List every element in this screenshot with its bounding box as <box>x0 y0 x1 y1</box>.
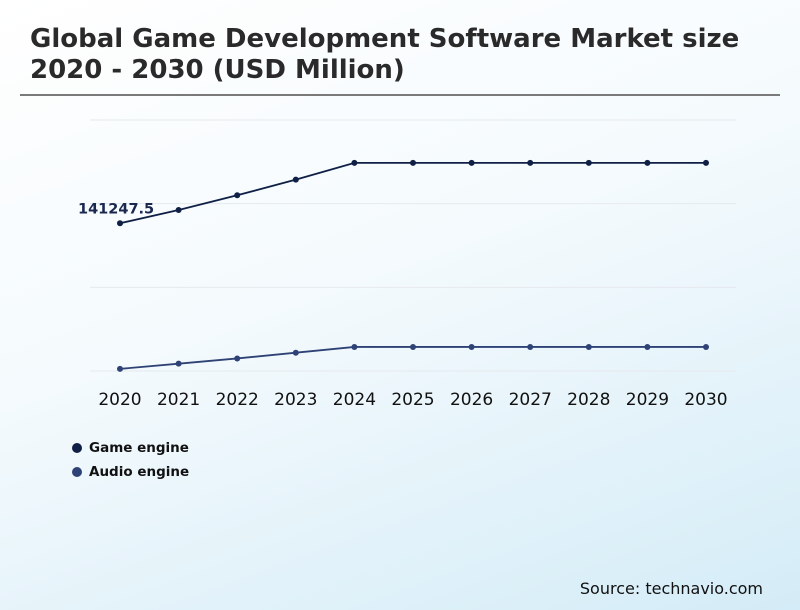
data-point-audio-engine-2027 <box>527 343 534 350</box>
x-tick-label: 2021 <box>157 390 200 410</box>
data-point-game-engine-2023 <box>292 176 299 183</box>
x-tick-label: 2020 <box>98 390 141 410</box>
data-point-audio-engine-2021 <box>175 360 182 367</box>
data-point-game-engine-2027 <box>527 159 534 166</box>
data-point-audio-engine-2025 <box>410 343 416 350</box>
data-point-game-engine-2024 <box>351 159 358 166</box>
data-point-game-engine-2025 <box>410 159 416 166</box>
data-point-game-engine-2028 <box>585 159 592 166</box>
legend-marker <box>72 467 82 477</box>
series-line-game-engine <box>119 161 706 225</box>
x-tick-label: 2026 <box>450 390 493 410</box>
line-chart: 2020 2021 2022 2023 2024 2025 2026 2027 2028 2029… <box>78 119 736 410</box>
series-layer <box>117 159 709 372</box>
title-divider <box>20 94 780 96</box>
x-tick-label: 2024 <box>333 390 376 410</box>
data-point-audio-engine-2028 <box>585 343 592 350</box>
x-tick-label: 2027 <box>509 390 552 410</box>
data-point-audio-engine-2024 <box>351 343 358 350</box>
data-point-audio-engine-2030 <box>703 343 709 350</box>
data-point-audio-engine-2023 <box>292 349 299 356</box>
legend-label: Game engine <box>89 440 189 456</box>
data-point-audio-engine-2022 <box>234 355 241 362</box>
data-point-game-engine-2026 <box>468 159 475 166</box>
data-point-game-engine-2022 <box>234 192 241 199</box>
legend-item-audio-engine: Audio engine <box>72 460 189 484</box>
legend-label: Audio engine <box>89 464 190 480</box>
data-point-game-engine-2029 <box>644 159 651 166</box>
x-tick-label: 2025 <box>391 390 434 410</box>
data-point-audio-engine-2029 <box>644 343 651 350</box>
series-game-engine <box>117 159 709 227</box>
gridlines <box>90 119 736 372</box>
data-label: 141247.5 <box>78 201 154 217</box>
x-tick-label: 2029 <box>626 390 669 410</box>
x-axis-ticks: 2020 2021 2022 2023 2024 2025 2026 2027 2028 2029… <box>98 390 727 410</box>
chart-title: Global Game Development Software Market … <box>30 24 740 85</box>
legend-marker <box>72 443 82 453</box>
source-credit: Source: technavio.com <box>579 579 763 598</box>
data-point-game-engine-2030 <box>703 159 709 166</box>
data-point-audio-engine-2026 <box>468 343 475 350</box>
data-point-game-engine-2021 <box>175 206 182 213</box>
annotations: 141247.5 <box>78 201 154 217</box>
x-tick-label: 2023 <box>274 390 317 410</box>
legend-item-game-engine: Game engine <box>72 436 189 460</box>
x-tick-label: 2028 <box>567 390 610 410</box>
x-tick-label: 2030 <box>684 390 727 410</box>
legend: Game engine Audio engine <box>72 436 189 484</box>
x-tick-label: 2022 <box>216 390 259 410</box>
data-point-audio-engine-2020 <box>117 365 123 372</box>
data-point-game-engine-2020 <box>117 220 123 227</box>
series-line-audio-engine <box>119 346 706 370</box>
series-audio-engine <box>117 343 709 372</box>
